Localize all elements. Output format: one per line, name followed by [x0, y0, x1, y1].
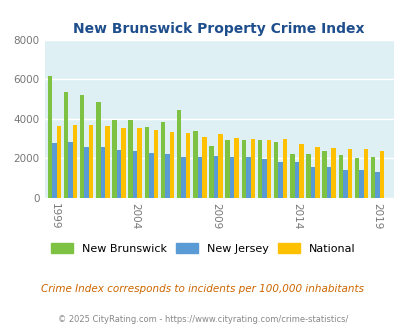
Bar — [56, 126, 61, 198]
Bar — [192, 131, 197, 198]
Bar — [354, 158, 358, 198]
Bar — [234, 138, 239, 198]
Bar — [347, 149, 351, 198]
Bar — [375, 172, 379, 198]
Bar — [273, 142, 278, 198]
Bar — [310, 167, 315, 198]
Bar — [218, 134, 222, 198]
Bar — [112, 119, 117, 198]
Bar — [197, 157, 202, 198]
Bar — [289, 154, 294, 198]
Bar — [128, 120, 132, 198]
Bar — [379, 151, 384, 198]
Bar — [250, 139, 254, 198]
Bar — [358, 170, 363, 198]
Bar — [80, 95, 84, 198]
Bar — [165, 154, 169, 198]
Bar — [47, 76, 52, 198]
Bar — [149, 153, 153, 198]
Bar — [181, 157, 185, 198]
Bar — [117, 150, 121, 198]
Legend: New Brunswick, New Jersey, National: New Brunswick, New Jersey, National — [46, 239, 359, 258]
Bar — [185, 133, 190, 198]
Bar — [68, 142, 72, 198]
Text: Crime Index corresponds to incidents per 100,000 inhabitants: Crime Index corresponds to incidents per… — [41, 284, 364, 294]
Bar — [96, 102, 100, 198]
Bar — [330, 148, 335, 198]
Bar — [305, 154, 310, 198]
Bar — [278, 162, 282, 198]
Bar — [294, 162, 298, 198]
Bar — [177, 110, 181, 198]
Bar — [342, 170, 347, 198]
Bar — [144, 127, 149, 198]
Bar — [209, 146, 213, 198]
Bar — [315, 147, 319, 198]
Bar — [338, 155, 342, 198]
Bar — [72, 125, 77, 198]
Bar — [266, 140, 271, 198]
Bar — [213, 156, 218, 198]
Bar — [363, 148, 367, 198]
Title: New Brunswick Property Crime Index: New Brunswick Property Crime Index — [73, 22, 364, 36]
Bar — [245, 157, 250, 198]
Bar — [322, 151, 326, 198]
Bar — [89, 125, 93, 198]
Bar — [202, 137, 206, 198]
Bar — [225, 140, 229, 198]
Bar — [298, 144, 303, 198]
Bar — [52, 143, 56, 198]
Text: © 2025 CityRating.com - https://www.cityrating.com/crime-statistics/: © 2025 CityRating.com - https://www.city… — [58, 315, 347, 324]
Bar — [282, 139, 287, 198]
Bar — [64, 92, 68, 198]
Bar — [100, 147, 105, 198]
Bar — [105, 126, 109, 198]
Bar — [132, 151, 137, 198]
Bar — [241, 140, 245, 198]
Bar — [169, 132, 174, 198]
Bar — [262, 159, 266, 198]
Bar — [257, 140, 262, 198]
Bar — [160, 122, 165, 198]
Bar — [370, 157, 375, 198]
Bar — [137, 128, 142, 198]
Bar — [229, 157, 234, 198]
Bar — [121, 128, 126, 198]
Bar — [84, 147, 89, 198]
Bar — [153, 130, 158, 198]
Bar — [326, 167, 330, 198]
